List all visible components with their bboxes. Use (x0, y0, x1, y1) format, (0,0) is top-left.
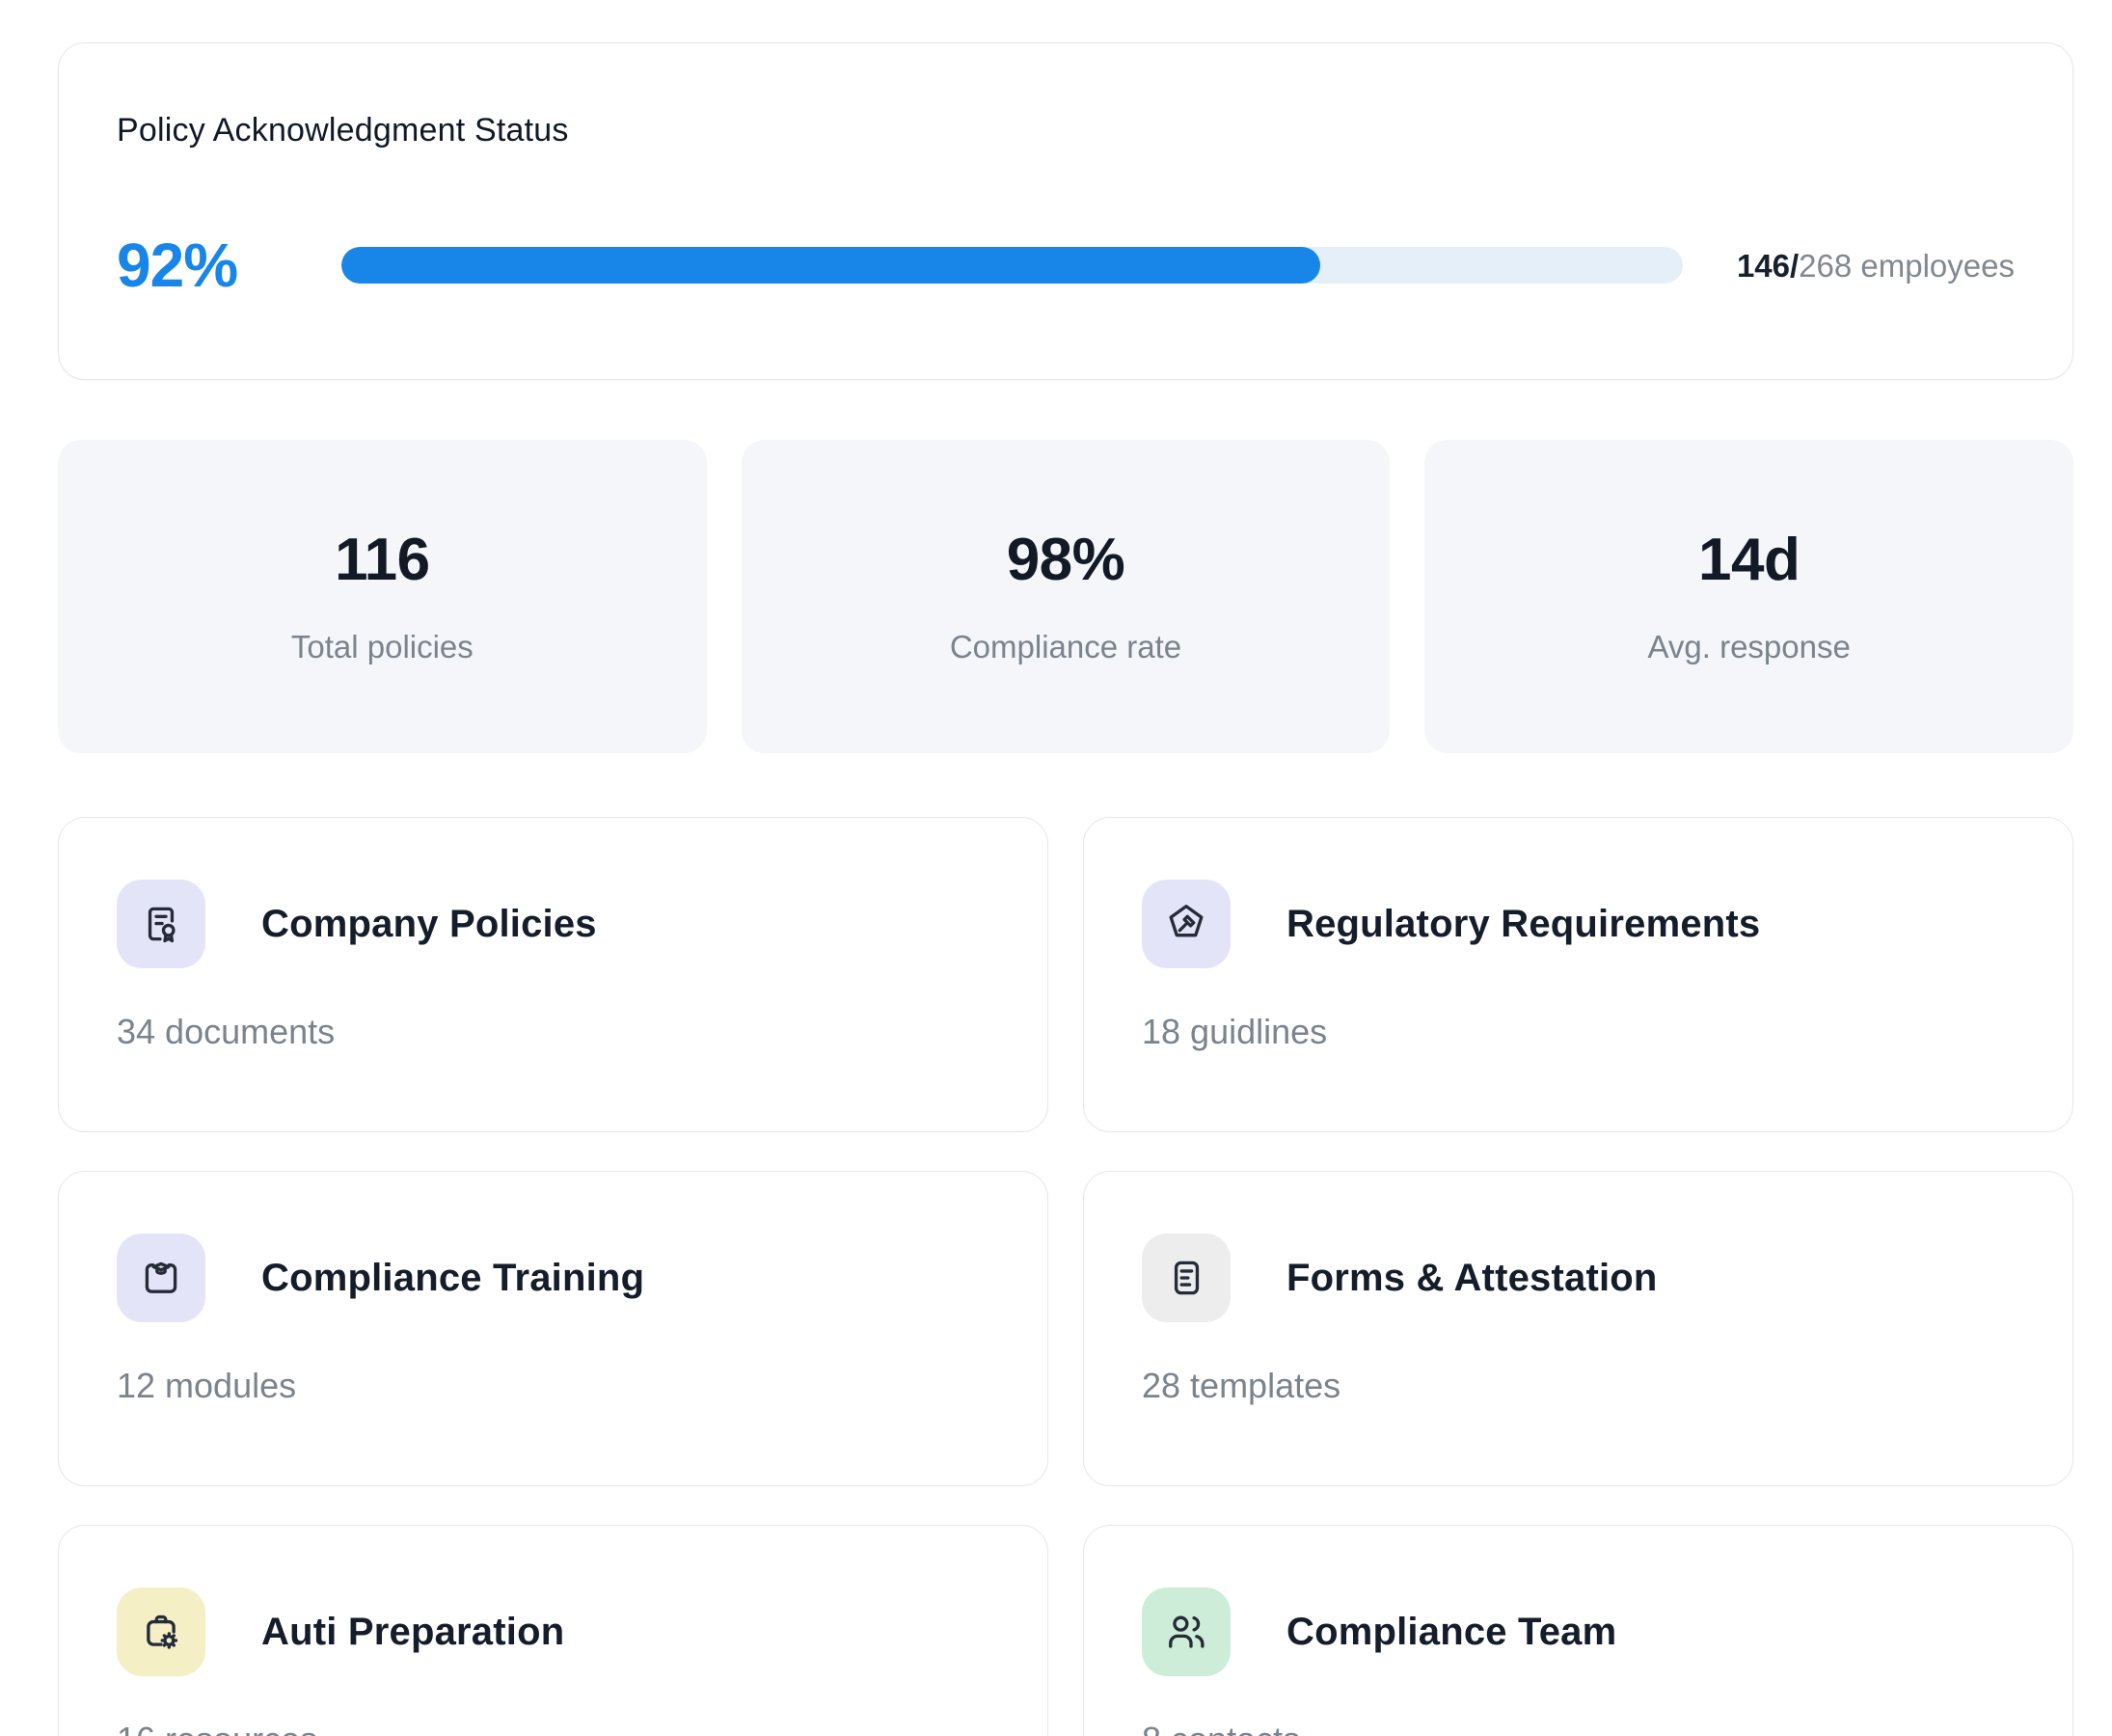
employees-count-done: 146/ (1736, 247, 1800, 284)
category-card-forms-attestation[interactable]: Forms & Attestation 28 templates (1083, 1171, 2073, 1486)
category-count: 8 contacts (1142, 1719, 2015, 1736)
employees-count: 146/268 employees (1737, 250, 2015, 282)
category-card-audit-preparation[interactable]: Auti Preparation 16 resources (58, 1525, 1048, 1736)
category-header: Company Policies (117, 880, 989, 968)
briefcase-gear-icon (117, 1587, 205, 1676)
acknowledgment-progress-fill (341, 247, 1321, 284)
stat-card-total-policies: 116 Total policies (58, 440, 707, 753)
policy-acknowledgment-card: Policy Acknowledgment Status 92% 146/268… (58, 42, 2073, 380)
category-header: Regulatory Requirements (1142, 880, 2015, 968)
stats-row: 116 Total policies 98% Compliance rate 1… (58, 440, 2073, 753)
stat-label: Compliance rate (949, 629, 1182, 665)
category-header: Compliance Team (1142, 1587, 2015, 1676)
category-card-regulatory-requirements[interactable]: Regulatory Requirements 18 guidlines (1083, 817, 2073, 1132)
category-header: Auti Preparation (117, 1587, 989, 1676)
category-grid: Company Policies 34 documents Regulatory… (58, 817, 2073, 1736)
category-card-company-policies[interactable]: Company Policies 34 documents (58, 817, 1048, 1132)
users-icon (1142, 1587, 1231, 1676)
acknowledgment-progress-bar (341, 247, 1683, 284)
category-count: 28 templates (1142, 1366, 1341, 1405)
category-count: 18 guidlines (1142, 1012, 1328, 1051)
category-card-compliance-training[interactable]: Compliance Training 12 modules (58, 1171, 1048, 1486)
stat-card-avg-response: 14d Avg. response (1424, 440, 2073, 753)
acknowledgment-percent: 92% (117, 231, 238, 300)
category-header: Compliance Training (117, 1234, 989, 1322)
category-title: Regulatory Requirements (1286, 903, 1761, 945)
category-title: Auti Preparation (261, 1611, 565, 1653)
category-title: Compliance Team (1286, 1611, 1617, 1653)
category-count: 16 resources (117, 1719, 989, 1736)
stat-value: 14d (1697, 527, 1801, 593)
stat-label: Avg. response (1647, 629, 1851, 665)
acknowledgment-progress-row: 92% 146/268 employees (117, 234, 2015, 296)
category-count: 12 modules (117, 1366, 297, 1405)
category-count: 34 documents (117, 1012, 336, 1051)
employees-count-total: 268 employees (1799, 247, 2015, 284)
category-title: Company Policies (261, 903, 597, 945)
stat-label: Total policies (290, 629, 474, 665)
certificate-icon (117, 880, 205, 968)
stat-card-compliance-rate: 98% Compliance rate (741, 440, 1391, 753)
policy-acknowledgment-title: Policy Acknowledgment Status (117, 112, 569, 149)
category-header: Forms & Attestation (1142, 1234, 2015, 1322)
gavel-pentagon-icon (1142, 880, 1231, 968)
category-card-compliance-team[interactable]: Compliance Team 8 contacts (1083, 1525, 2073, 1736)
category-title: Compliance Training (261, 1257, 645, 1299)
category-title: Forms & Attestation (1286, 1257, 1658, 1299)
stat-value: 116 (335, 527, 430, 593)
document-lines-icon (1142, 1234, 1231, 1322)
graduation-cap-icon (117, 1234, 205, 1322)
stat-value: 98% (1006, 527, 1125, 593)
